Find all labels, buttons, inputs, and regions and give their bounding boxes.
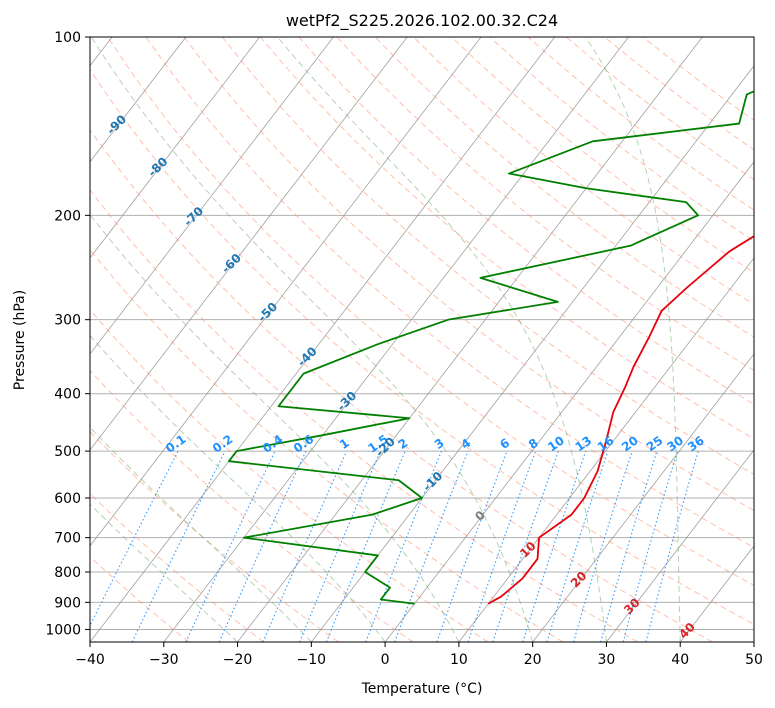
moist-adiabat-line <box>585 37 681 642</box>
x-tick-label: 20 <box>524 652 542 668</box>
profile-lines <box>228 90 754 605</box>
mixing-ratio-line <box>492 450 559 642</box>
mixing-ratio-line <box>299 450 381 642</box>
mixing-ratio-line <box>645 450 699 642</box>
dry-adiabat-line <box>107 37 754 587</box>
isotherm-line <box>163 37 629 642</box>
mixing-ratio-line <box>622 450 678 642</box>
isotherm-line <box>90 37 334 355</box>
dry-adiabat-line <box>90 430 339 642</box>
moist-adiabat-line <box>90 37 534 642</box>
mixing-ratio-line <box>546 450 609 642</box>
x-tick-label: 40 <box>671 652 689 668</box>
mixing-ratio-line <box>90 450 179 627</box>
isotherm-line <box>532 353 754 642</box>
mixing-ratio-line <box>262 450 348 642</box>
mixing-ratio-line <box>325 450 406 642</box>
isotherm-line <box>90 37 556 642</box>
x-tick-label: −20 <box>223 652 253 668</box>
dry-adiabat-line <box>260 37 754 440</box>
x-tick-label: 30 <box>598 652 616 668</box>
moist-adiabat-line <box>90 426 312 642</box>
dewpoint-line <box>228 90 754 605</box>
y-tick-label: 700 <box>54 531 81 547</box>
moist-adiabat-line <box>277 37 607 642</box>
dry-adiabat-line <box>374 37 754 338</box>
y-tick-label: 100 <box>54 30 81 46</box>
isotherm-line <box>90 37 187 163</box>
dry-adiabat-line <box>336 37 754 371</box>
isotherm-line <box>90 37 408 451</box>
y-tick-label: 200 <box>54 208 81 224</box>
dry-adiabat-line <box>90 248 564 642</box>
y-tick-label: 1000 <box>45 622 81 638</box>
x-tick-label: −30 <box>149 652 179 668</box>
isotherm-line <box>90 37 482 547</box>
axis-ticks: −40 −30 −20 −10 0 10 20 30 40 50 100 200 300 400 500 60… <box>45 30 763 668</box>
isotherm-line <box>606 449 754 642</box>
mixing-ratio-line <box>573 450 633 642</box>
isotherm-line <box>753 641 754 642</box>
dry-adiabat-line <box>90 189 639 642</box>
mixing-ratio-line <box>394 450 469 642</box>
dry-adiabat-line <box>298 37 754 405</box>
x-axis-label: Temperature (°C) <box>361 681 483 697</box>
moist-adiabat-line <box>90 503 238 642</box>
dry-adiabat-line <box>90 309 489 642</box>
y-tick-label: 500 <box>54 444 81 460</box>
gridlines <box>90 37 754 642</box>
x-tick-label: −40 <box>75 652 105 668</box>
isotherm-line <box>384 161 754 642</box>
plot-frame <box>89 36 755 643</box>
y-tick-label: 300 <box>54 313 81 329</box>
moist-adiabat-line <box>90 334 386 642</box>
dry-adiabat-line <box>90 128 713 642</box>
dry-adiabat-line <box>90 68 754 625</box>
y-tick-label: 900 <box>54 595 81 611</box>
plot-background <box>90 37 754 642</box>
y-tick-label: 400 <box>54 387 81 403</box>
isotherm-line <box>458 257 754 642</box>
mixing-ratio-line <box>365 450 443 642</box>
mixing-ratio-line <box>436 450 508 642</box>
x-tick-label: 10 <box>450 652 468 668</box>
y-axis-label: Pressure (hPa) <box>12 290 28 390</box>
mixing-ratio-line <box>467 450 537 642</box>
mixing-ratio-line <box>131 450 226 642</box>
mixing-ratio-line <box>600 450 658 642</box>
y-tick-label: 600 <box>54 491 81 507</box>
x-tick-label: 0 <box>381 652 390 668</box>
isotherm-line <box>90 37 261 259</box>
chart-title: wetPf2_S225.2026.102.00.32.C24 <box>286 11 558 31</box>
x-tick-label: 50 <box>745 652 763 668</box>
temperature-line <box>487 235 754 605</box>
y-tick-label: 800 <box>54 565 81 581</box>
mixing-ratio-line <box>522 450 587 642</box>
moist-adiabat-line <box>90 213 460 642</box>
thermo-lines <box>90 37 754 642</box>
dry-adiabat-line <box>90 369 414 642</box>
x-tick-label: −10 <box>297 652 327 668</box>
dry-adiabat-line <box>90 555 190 642</box>
